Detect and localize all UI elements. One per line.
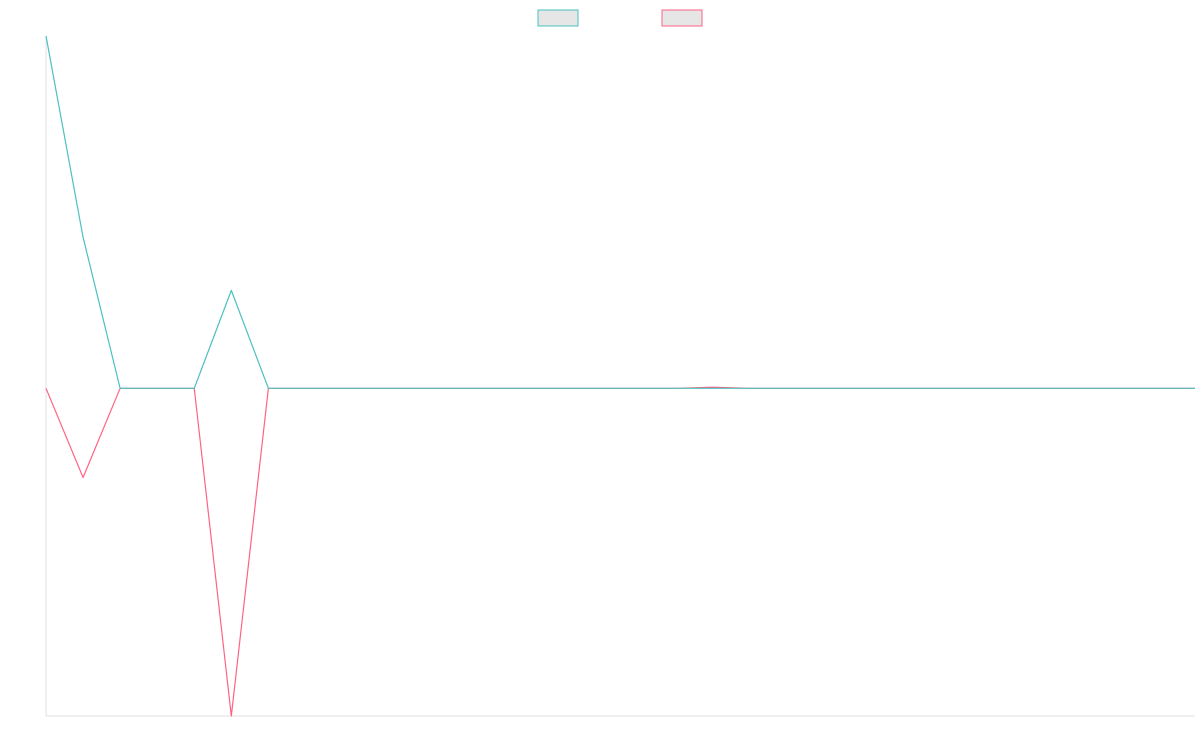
series-line [45,386,1195,717]
legend-swatch[interactable] [661,9,703,27]
series-line [45,35,1195,389]
legend-swatch[interactable] [537,9,579,27]
